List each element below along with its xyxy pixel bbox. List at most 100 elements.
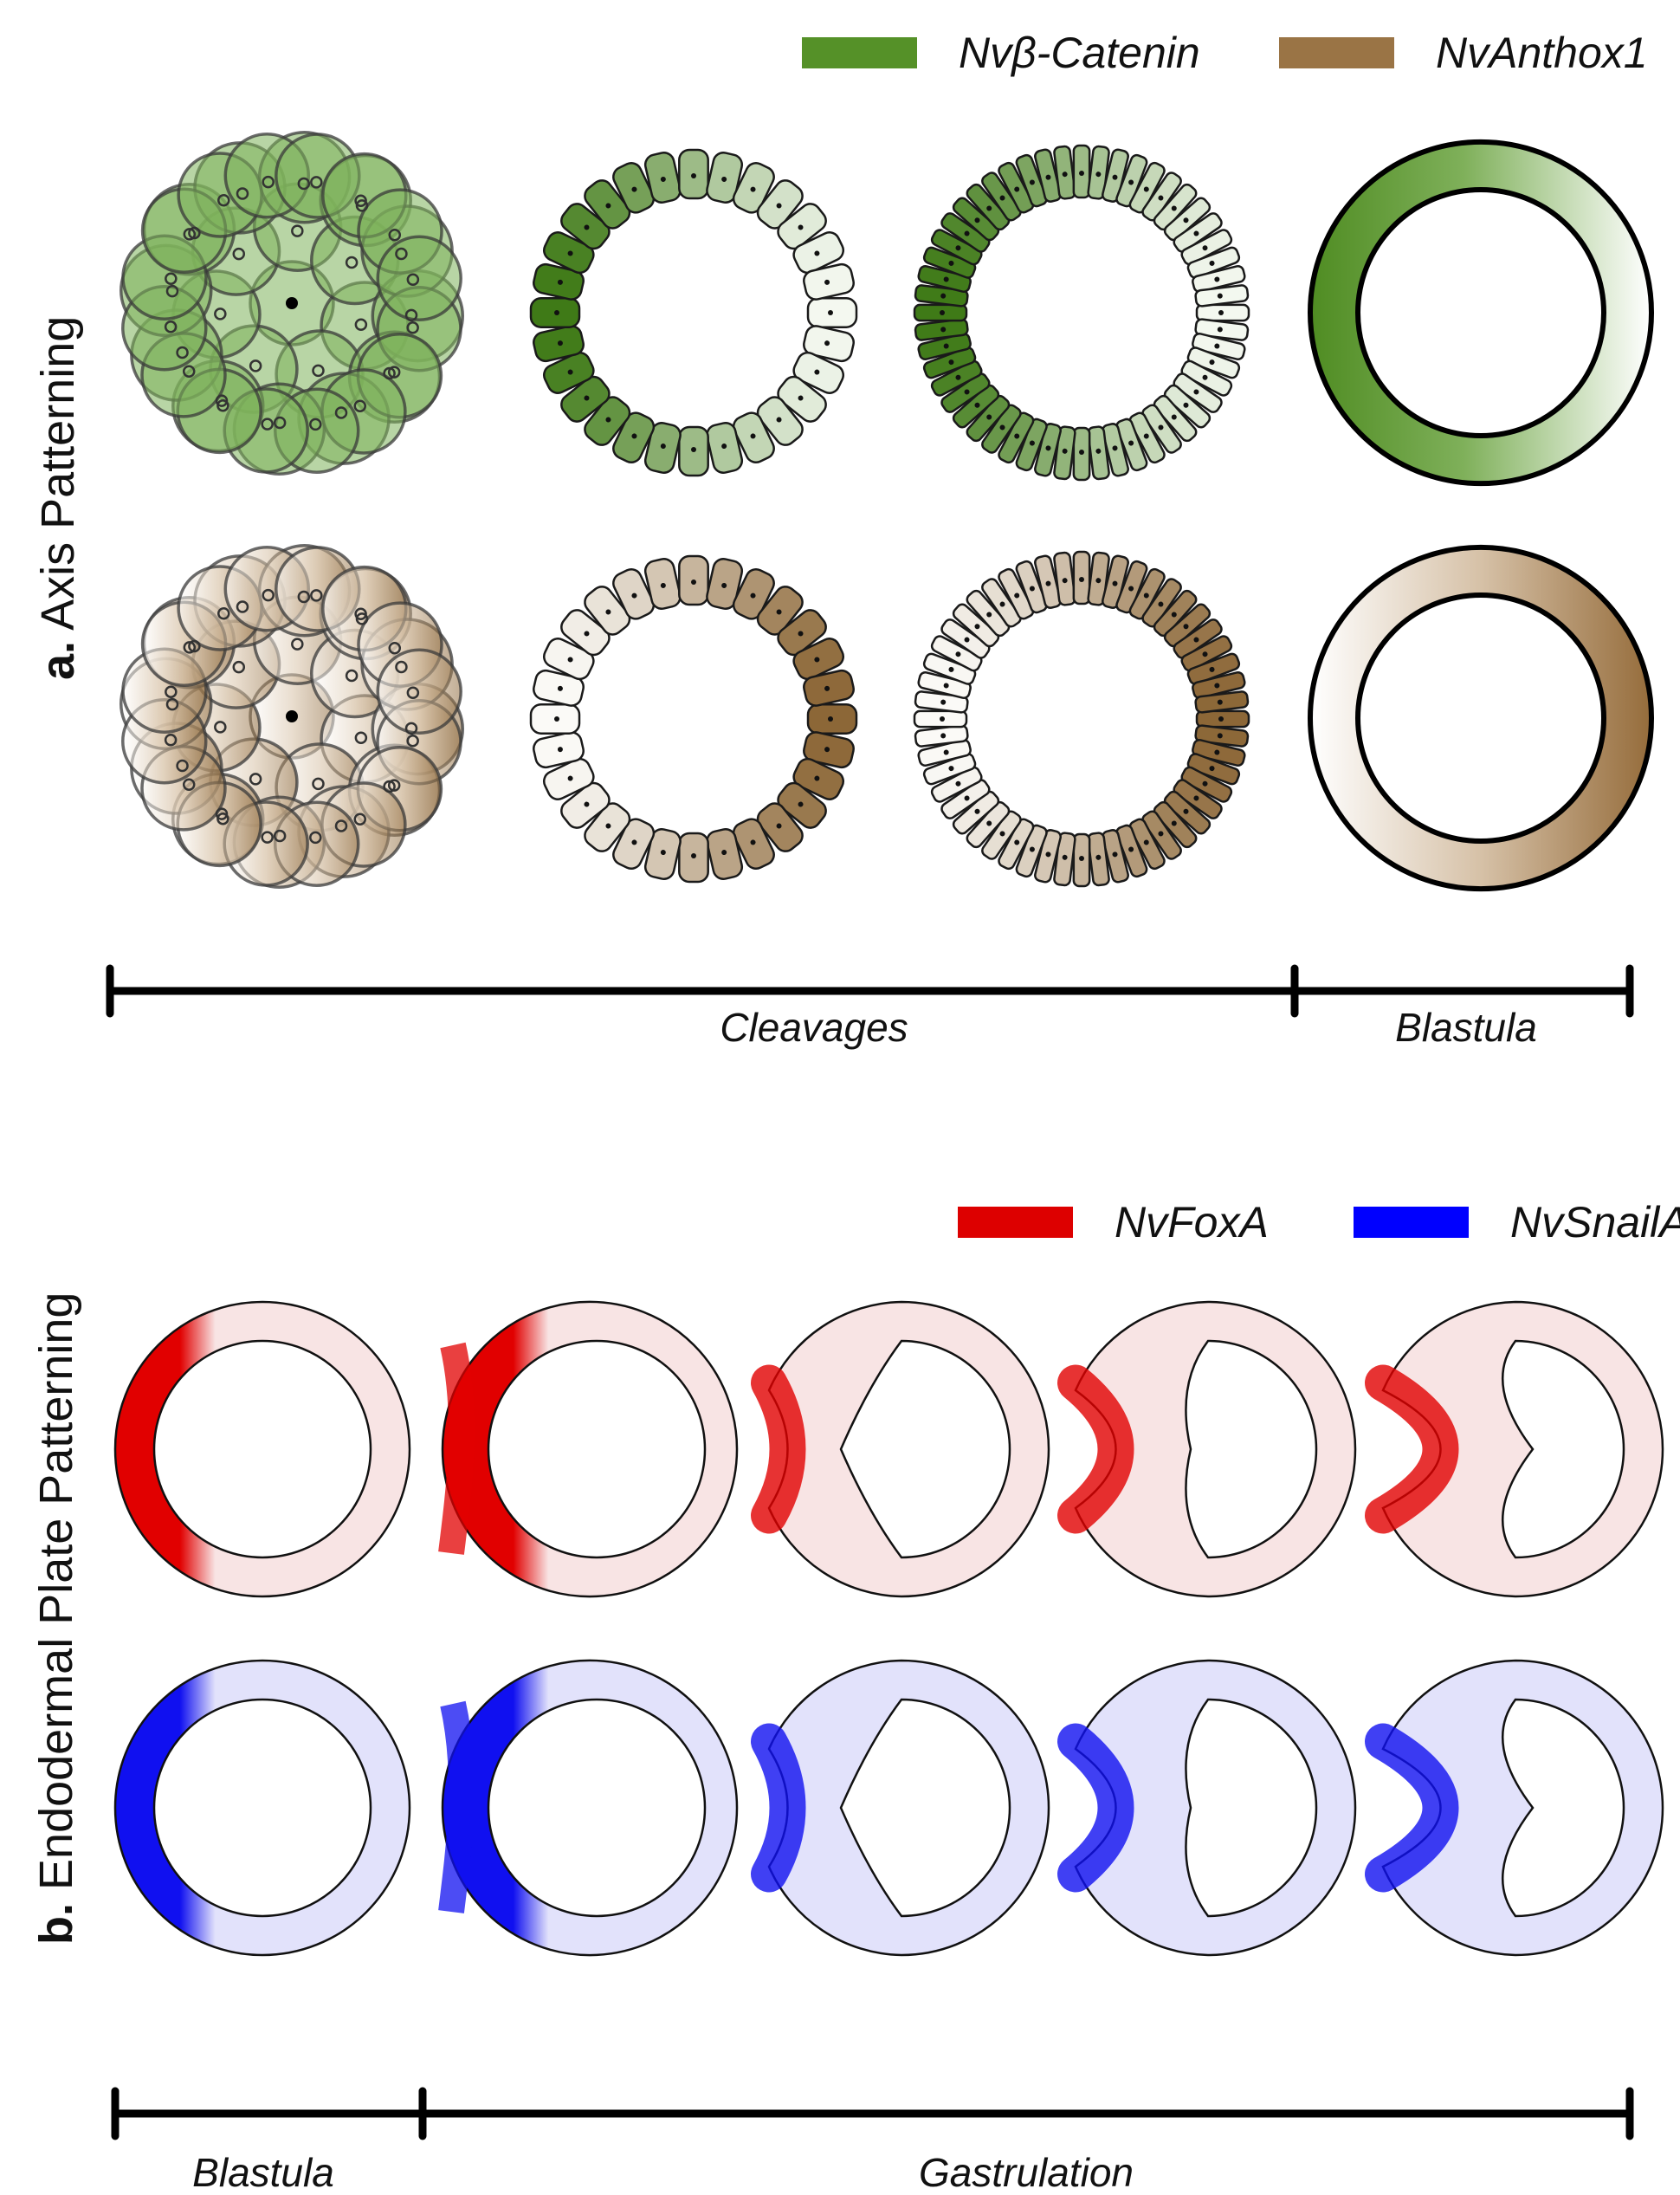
nucleus-ring	[388, 642, 402, 655]
nucleus-ring	[249, 359, 262, 372]
cell-nucleus	[1193, 230, 1199, 236]
cell-nucleus	[1112, 174, 1118, 180]
cleavage-cell	[806, 297, 858, 328]
cell-nucleus	[605, 203, 611, 209]
cell-nucleus	[1079, 450, 1084, 455]
cell-nucleus	[1095, 578, 1102, 584]
cell-nucleus	[964, 637, 970, 643]
cleavage-cell	[1153, 800, 1198, 849]
cleavage-cell	[542, 757, 595, 800]
cell-nucleus	[814, 250, 820, 256]
cleavage-cell	[966, 589, 1011, 638]
cell-nucleus	[955, 374, 961, 380]
cleavage-cell	[917, 739, 972, 767]
cleavage-cell	[914, 318, 969, 341]
cell-nucleus	[750, 186, 756, 192]
cell-nucleus	[814, 369, 820, 375]
cleavage-cell	[1186, 346, 1241, 379]
cell-nucleus	[605, 823, 611, 829]
nucleus-ring	[183, 641, 197, 654]
stage-5-foxa	[1365, 1300, 1664, 1598]
stage-4-foxa	[1057, 1300, 1357, 1598]
cleavage-cell	[1153, 183, 1198, 231]
cleavage-cell	[1102, 423, 1129, 477]
timeline-a	[106, 964, 1634, 1018]
cell-nucleus	[1045, 851, 1051, 858]
nucleus-ring	[406, 686, 420, 699]
cell-nucleus	[1062, 578, 1068, 584]
cleavage-cell	[732, 411, 775, 464]
cell-nucleus	[943, 343, 949, 349]
cell-nucleus	[955, 780, 961, 787]
cleavage-cell	[1072, 426, 1091, 482]
legend-nvbeta-catenin: Nvβ-Catenin	[802, 31, 1200, 74]
cleavage-cell	[917, 265, 972, 293]
cleavage-cell	[1195, 709, 1250, 728]
cleavage-cell	[792, 231, 845, 275]
cleavage-cell	[756, 179, 804, 230]
nucleus-ring	[297, 177, 311, 191]
nucleus-ring	[310, 176, 323, 189]
nucleus-dot	[286, 710, 298, 722]
cell-nucleus	[721, 582, 727, 588]
nucleus-ring	[334, 819, 348, 832]
cell-nucleus	[1079, 577, 1084, 582]
nucleus-ring	[188, 226, 201, 240]
cell-nucleus	[1062, 172, 1068, 178]
nucleus-ring	[261, 831, 274, 844]
cell-nucleus	[631, 433, 637, 439]
cleavage-cell	[1141, 810, 1182, 860]
cleavage-cell	[952, 603, 1000, 648]
cleavage-cell	[678, 832, 709, 884]
cleavage-cell	[529, 297, 581, 328]
cell-nucleus	[584, 224, 590, 230]
cleavage-cell	[952, 790, 1000, 835]
stage-1-foxa	[113, 1300, 411, 1598]
cell-nucleus	[1158, 601, 1164, 607]
cleavage-cell	[560, 375, 611, 423]
cleavage-cell	[1180, 766, 1233, 803]
cell-nucleus	[798, 801, 804, 807]
cell-nucleus	[750, 839, 756, 845]
cleavage-cell	[1015, 560, 1048, 614]
cleavage-cell	[584, 179, 631, 230]
cleavage-cell	[1141, 404, 1182, 454]
cleavage-cell	[560, 203, 611, 250]
nucleus-ring	[354, 607, 367, 621]
cleavage-cell	[1163, 384, 1212, 429]
cell-nucleus	[964, 230, 970, 236]
legend-swatch-green	[802, 37, 917, 68]
cell-circle	[376, 235, 462, 322]
cell-nucleus	[1014, 433, 1020, 439]
cell-nucleus	[1214, 276, 1220, 282]
cleavage-cell	[1195, 303, 1250, 322]
cell-nucleus	[1183, 808, 1189, 814]
cleavage-cell	[1115, 560, 1148, 614]
cleavage-cell	[966, 183, 1011, 231]
cell-nucleus	[1079, 856, 1084, 861]
cleavage-cell	[998, 818, 1035, 871]
nucleus-ring	[232, 247, 246, 261]
nucleus-ring	[404, 722, 418, 735]
nucleus-ring	[406, 735, 419, 748]
nucleus-dot	[286, 297, 298, 309]
cell-nucleus	[750, 433, 756, 439]
cell-nucleus	[814, 657, 820, 663]
cell-nucleus	[691, 853, 696, 858]
cell-nucleus	[1143, 592, 1149, 599]
cell-nucleus	[798, 631, 804, 637]
cell-nucleus	[974, 402, 980, 408]
cell-nucleus	[691, 447, 696, 452]
nucleus-ring	[291, 638, 304, 651]
cleavage-cell	[1141, 578, 1182, 628]
legend-nvsnaila: NvSnailA	[1354, 1201, 1680, 1244]
nucleus-ring	[215, 807, 229, 820]
cell-nucleus	[1193, 389, 1199, 395]
cleavage-cell	[533, 731, 585, 769]
cleavage-ring-anthox1-late	[913, 550, 1250, 888]
cell-nucleus	[584, 631, 590, 637]
cell-nucleus	[964, 389, 970, 395]
cleavage-cell	[930, 229, 983, 266]
nucleus-ring	[273, 829, 287, 843]
nucleus-ring	[345, 669, 359, 683]
